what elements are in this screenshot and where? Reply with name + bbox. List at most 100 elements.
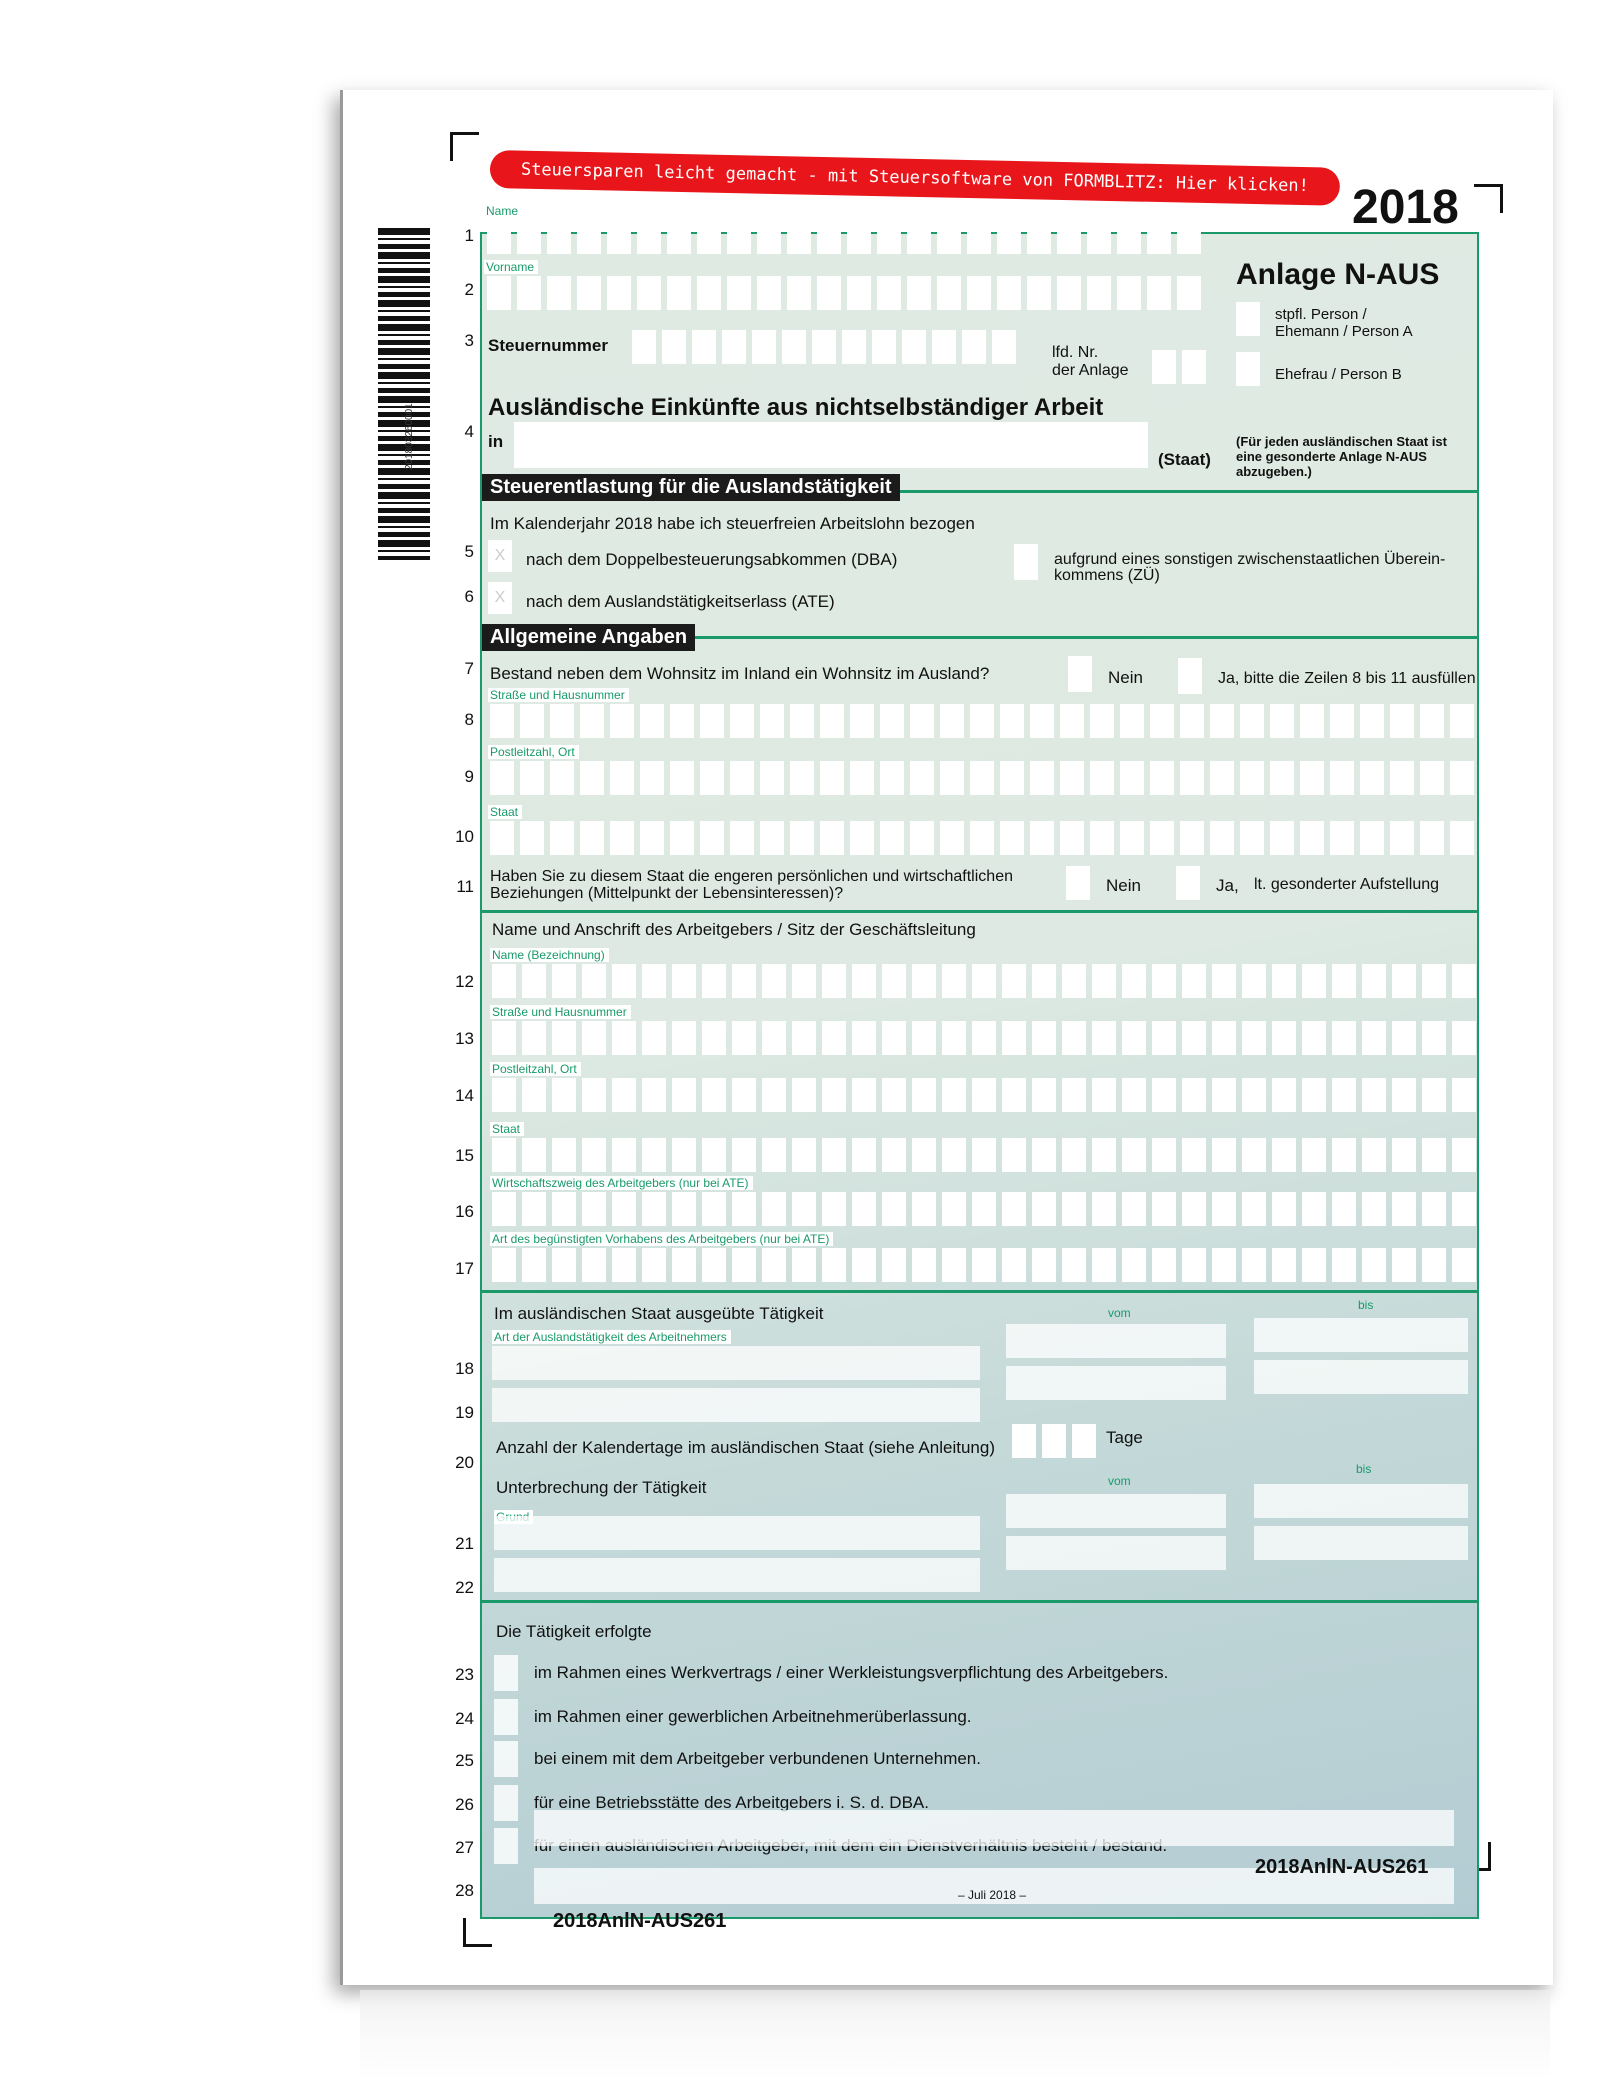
character-cell[interactable] — [1482, 1021, 1506, 1055]
q11-ja-checkbox[interactable] — [1176, 866, 1200, 900]
character-cell[interactable] — [640, 704, 664, 738]
character-cell[interactable] — [1362, 1248, 1386, 1282]
character-cell[interactable] — [642, 1138, 666, 1172]
character-cell[interactable] — [1480, 704, 1504, 738]
character-cell[interactable] — [822, 1138, 846, 1172]
character-cell[interactable] — [1392, 1078, 1416, 1112]
character-cell[interactable] — [1272, 1078, 1296, 1112]
character-cell[interactable] — [1240, 821, 1264, 855]
vom-input-19[interactable] — [1006, 1366, 1226, 1400]
character-cell[interactable] — [580, 704, 604, 738]
character-cell[interactable] — [727, 220, 751, 254]
character-cell[interactable] — [880, 821, 904, 855]
character-cell[interactable] — [757, 276, 781, 310]
character-cell[interactable] — [967, 220, 991, 254]
character-cell[interactable] — [670, 704, 694, 738]
character-cell[interactable] — [702, 1138, 726, 1172]
character-cell[interactable] — [672, 1078, 696, 1112]
row-28-input[interactable] — [534, 1868, 1454, 1904]
q7-nein-checkbox[interactable] — [1068, 656, 1092, 692]
character-cell[interactable] — [1032, 1248, 1056, 1282]
character-cell[interactable] — [880, 704, 904, 738]
character-cell[interactable] — [490, 761, 514, 795]
ag-plz-input[interactable] — [492, 1078, 1506, 1112]
character-cell[interactable] — [1420, 761, 1444, 795]
character-cell[interactable] — [1182, 350, 1206, 384]
character-cell[interactable] — [492, 964, 516, 998]
character-cell[interactable] — [912, 1248, 936, 1282]
character-cell[interactable] — [1422, 1078, 1446, 1112]
character-cell[interactable] — [1147, 276, 1171, 310]
vorname-input[interactable] — [487, 276, 1201, 310]
character-cell[interactable] — [882, 1078, 906, 1112]
character-cell[interactable] — [640, 821, 664, 855]
character-cell[interactable] — [1332, 1138, 1356, 1172]
character-cell[interactable] — [1360, 704, 1384, 738]
character-cell[interactable] — [550, 821, 574, 855]
ate-checkbox[interactable]: X — [488, 582, 512, 614]
character-cell[interactable] — [1057, 276, 1081, 310]
days-input[interactable] — [1012, 1424, 1096, 1458]
character-cell[interactable] — [522, 1138, 546, 1172]
character-cell[interactable] — [1300, 821, 1324, 855]
character-cell[interactable] — [877, 276, 901, 310]
character-cell[interactable] — [1120, 704, 1144, 738]
character-cell[interactable] — [910, 821, 934, 855]
character-cell[interactable] — [640, 761, 664, 795]
character-cell[interactable] — [490, 821, 514, 855]
character-cell[interactable] — [762, 1021, 786, 1055]
character-cell[interactable] — [1182, 1021, 1206, 1055]
person-b-checkbox[interactable] — [1236, 352, 1260, 386]
character-cell[interactable] — [1092, 1138, 1116, 1172]
character-cell[interactable] — [942, 1138, 966, 1172]
character-cell[interactable] — [1480, 761, 1504, 795]
character-cell[interactable] — [667, 276, 691, 310]
character-cell[interactable] — [487, 276, 511, 310]
character-cell[interactable] — [1272, 1021, 1296, 1055]
character-cell[interactable] — [1360, 821, 1384, 855]
character-cell[interactable] — [1212, 1248, 1236, 1282]
character-cell[interactable] — [1027, 220, 1051, 254]
character-cell[interactable] — [1452, 1078, 1476, 1112]
character-cell[interactable] — [1242, 964, 1266, 998]
character-cell[interactable] — [732, 1248, 756, 1282]
character-cell[interactable] — [852, 1078, 876, 1112]
character-cell[interactable] — [672, 1021, 696, 1055]
character-cell[interactable] — [607, 276, 631, 310]
ag-name-input[interactable] — [492, 964, 1506, 998]
character-cell[interactable] — [1000, 821, 1024, 855]
character-cell[interactable] — [642, 1248, 666, 1282]
character-cell[interactable] — [907, 220, 931, 254]
character-cell[interactable] — [1330, 704, 1354, 738]
character-cell[interactable] — [692, 330, 716, 364]
character-cell[interactable] — [1362, 964, 1386, 998]
character-cell[interactable] — [1092, 1192, 1116, 1226]
character-cell[interactable] — [520, 704, 544, 738]
character-cell[interactable] — [752, 330, 776, 364]
character-cell[interactable] — [552, 1192, 576, 1226]
ag-staat-input[interactable] — [492, 1138, 1506, 1172]
character-cell[interactable] — [1042, 1424, 1066, 1458]
character-cell[interactable] — [732, 964, 756, 998]
character-cell[interactable] — [1027, 276, 1051, 310]
character-cell[interactable] — [1060, 704, 1084, 738]
character-cell[interactable] — [667, 220, 691, 254]
character-cell[interactable] — [612, 1078, 636, 1112]
character-cell[interactable] — [492, 1138, 516, 1172]
character-cell[interactable] — [702, 1021, 726, 1055]
character-cell[interactable] — [1450, 704, 1474, 738]
character-cell[interactable] — [492, 1248, 516, 1282]
lfd-nr-input[interactable] — [1152, 350, 1206, 384]
character-cell[interactable] — [1002, 1248, 1026, 1282]
character-cell[interactable] — [1117, 220, 1141, 254]
character-cell[interactable] — [1012, 1424, 1036, 1458]
character-cell[interactable] — [547, 276, 571, 310]
character-cell[interactable] — [1090, 761, 1114, 795]
character-cell[interactable] — [550, 704, 574, 738]
bis-input-19[interactable] — [1254, 1360, 1468, 1394]
character-cell[interactable] — [642, 1021, 666, 1055]
character-cell[interactable] — [1452, 964, 1476, 998]
character-cell[interactable] — [882, 1192, 906, 1226]
character-cell[interactable] — [1062, 964, 1086, 998]
character-cell[interactable] — [1087, 220, 1111, 254]
